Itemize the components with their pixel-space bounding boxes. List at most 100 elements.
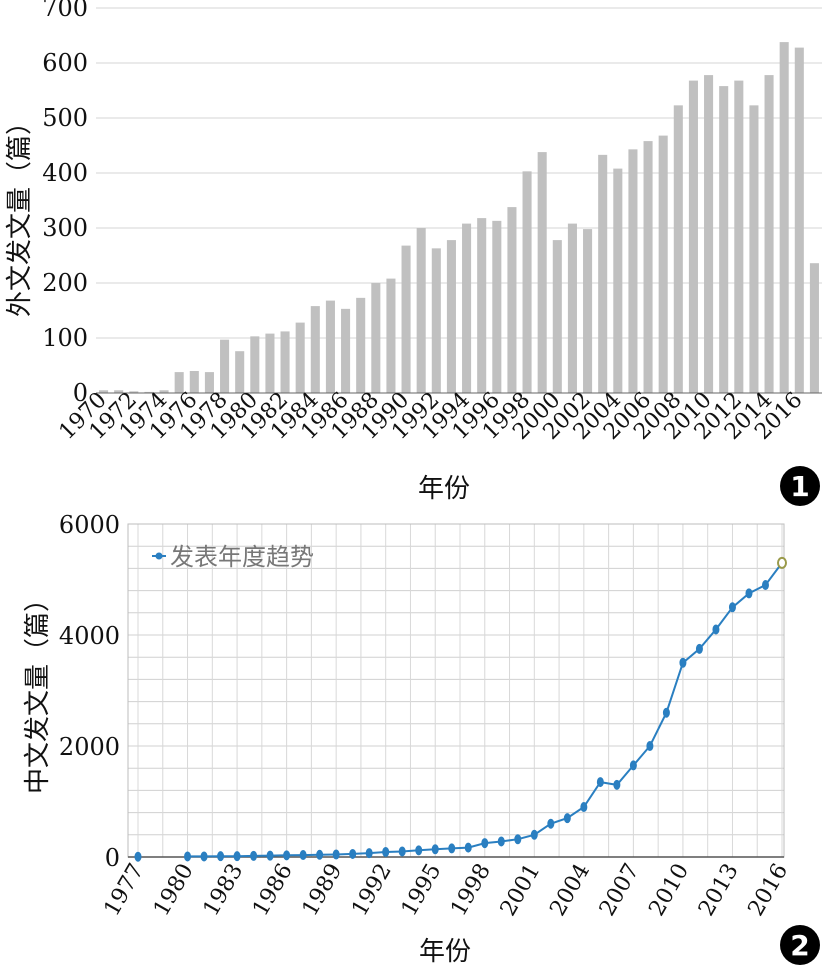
svg-text:1: 1 <box>790 470 809 503</box>
chart1-bar <box>144 391 154 393</box>
chart1-bar <box>114 390 124 393</box>
chart1-bar <box>250 336 260 393</box>
chart2-data-point <box>728 602 736 613</box>
chart2-data-point <box>464 842 472 853</box>
chart2-data-point <box>629 760 637 771</box>
chart2-x-tick-label: 2001 <box>496 860 546 921</box>
chart2-x-tick-labels: 1977 1980 1983 1986 1989 1992 1995 1998 2001 2004… <box>100 860 794 921</box>
svg-text:2: 2 <box>790 929 809 962</box>
chart2-y-tick-labels: 0 2000 4000 6000 <box>59 511 120 872</box>
chart1-bar <box>643 141 653 393</box>
chart2-data-point <box>134 851 142 862</box>
chart1-bar <box>809 263 819 393</box>
chart2-data-point <box>299 850 307 861</box>
chart2-data-point <box>646 741 654 751</box>
chart1-bar <box>492 220 502 393</box>
chart2-data-point <box>580 802 588 813</box>
chart1-y-tick-label: 700 <box>42 0 88 22</box>
chart2-x-tick-label: 2007 <box>595 860 645 921</box>
chart1-bar <box>794 47 804 393</box>
chart2-data-point <box>266 850 274 861</box>
chart2-data-point <box>398 846 406 857</box>
chart2-series-points <box>134 556 787 862</box>
chart2-data-point <box>712 624 720 635</box>
chart2-data-point <box>316 849 324 860</box>
chart1-bar <box>764 75 774 393</box>
chart1-bar <box>507 207 517 393</box>
chart2-data-point <box>448 843 456 854</box>
chart1-bar <box>567 223 577 393</box>
chart1-y-tick-label: 400 <box>42 159 88 187</box>
chart1-bar <box>462 223 472 393</box>
chart1-bar <box>220 339 230 393</box>
chart1-bar <box>522 171 532 393</box>
chart2-data-point <box>497 836 505 847</box>
chart2-legend-label: 发表年度趋势 <box>170 543 314 571</box>
chart1-y-tick-label: 100 <box>42 324 88 352</box>
chart1-bar <box>628 149 638 393</box>
chart2-data-point <box>184 851 192 862</box>
chart2-data-point <box>233 851 241 862</box>
chart1-bar <box>310 306 320 393</box>
chart1-x-tick-labels: 1970197219741976197819801982198419861988… <box>55 388 808 445</box>
chart1-x-axis-label: 年份 <box>418 474 470 504</box>
chart1-bar <box>129 391 139 393</box>
chart2-x-tick-label: 1986 <box>248 860 298 921</box>
chart1-y-tick-labels: 0 100 200 300 400 500 600 700 <box>42 0 88 407</box>
chart2-data-point <box>250 850 258 861</box>
chart1-bar <box>265 333 275 393</box>
chart1-bar <box>295 322 305 393</box>
chart2-data-point <box>217 851 225 862</box>
chart1-y-tick-label: 600 <box>42 49 88 77</box>
chart1-y-axis-label: 外文发文量（篇） <box>5 109 35 317</box>
chart1-bar <box>537 152 547 393</box>
chart2-x-tick-label: 2004 <box>545 860 595 921</box>
chart1-bar <box>658 135 668 393</box>
chart2-data-point <box>613 779 621 790</box>
chart1-bar <box>719 86 729 393</box>
chart1-bar <box>431 248 441 393</box>
chart1-bar <box>552 240 562 393</box>
chart2-x-tick-label: 1998 <box>446 860 496 921</box>
chart2-data-point <box>777 556 787 569</box>
chart2-y-tick-label: 6000 <box>59 511 120 539</box>
foreign-articles-bar-chart: 0 100 200 300 400 500 600 700 19701972197419761… <box>5 0 822 506</box>
chart1-bar <box>189 371 199 393</box>
chart2-data-point <box>332 849 340 860</box>
chart2-data-point <box>481 838 489 849</box>
chart2-data-point <box>415 845 423 856</box>
chart1-bar <box>749 105 759 393</box>
chart1-y-tick-label: 0 <box>73 379 88 407</box>
chart1-bar <box>280 331 290 393</box>
chart2-data-point <box>563 813 571 824</box>
chart1-bar <box>598 154 608 393</box>
chart1-bar <box>477 218 487 393</box>
chart2-x-tick-label: 2016 <box>744 860 794 921</box>
chart2-gridlines <box>127 523 785 858</box>
chart2-data-point <box>349 848 357 859</box>
chart2-y-tick-label: 4000 <box>59 622 120 650</box>
chart1-bar <box>99 390 109 393</box>
chart2-y-tick-label: 0 <box>105 844 120 872</box>
chart1-bar <box>159 390 169 393</box>
legend-marker-icon <box>155 552 163 560</box>
chart1-bar <box>235 351 245 393</box>
chart1-bar <box>174 372 184 393</box>
chart2-data-point <box>200 851 208 862</box>
chart2-data-point <box>547 818 555 829</box>
chart2-plot-frame <box>127 523 785 858</box>
chart1-gridlines <box>96 7 822 394</box>
chart2-data-point <box>679 657 687 668</box>
chart1-bar <box>779 42 789 393</box>
chart2-data-point <box>365 848 373 859</box>
chart2-data-point <box>514 834 522 845</box>
chart2-data-point <box>662 707 670 718</box>
chart2-number-badge: 2 <box>780 925 820 965</box>
chart1-bar <box>356 297 366 393</box>
chart1-bar <box>371 283 381 393</box>
chart2-x-tick-label: 2010 <box>644 860 694 921</box>
chart2-x-axis-label: 年份 <box>419 937 471 967</box>
chart2-data-point <box>382 847 390 858</box>
chart2-y-tick-label: 2000 <box>59 733 120 761</box>
